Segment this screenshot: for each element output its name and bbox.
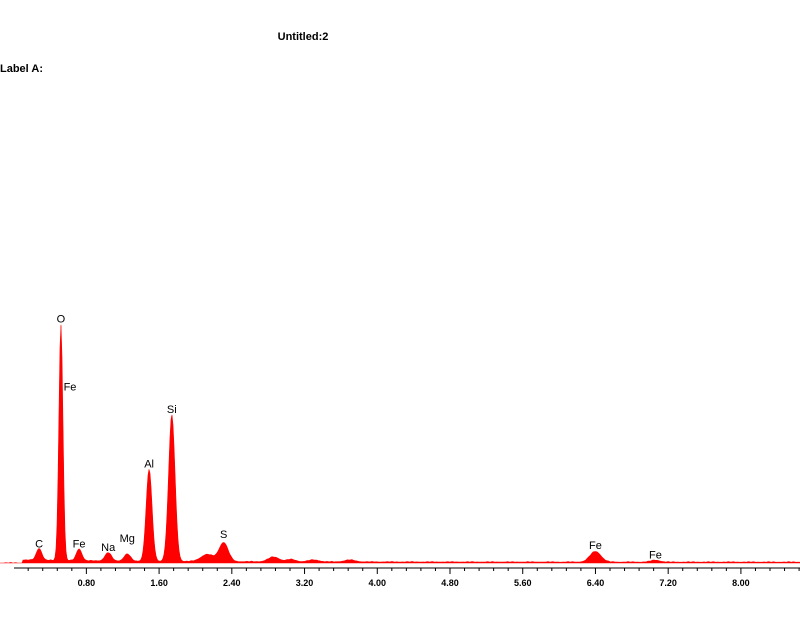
peak-label-na: Na	[101, 542, 116, 554]
spectrum-area	[0, 324, 800, 564]
spectrum-fill	[0, 324, 800, 564]
x-tick-label: 2.40	[223, 578, 241, 588]
peak-point-fe-9	[654, 560, 656, 562]
peak-label-fe: Fe	[64, 382, 77, 394]
peak-point-s-7	[223, 543, 225, 545]
x-tick-label: 6.40	[587, 578, 605, 588]
x-tick-label: 7.20	[659, 578, 677, 588]
peak-label-mg: Mg	[120, 533, 135, 545]
peak-point-fe-8	[594, 551, 596, 553]
x-tick-label: 4.80	[441, 578, 459, 588]
x-tick-label: 4.00	[369, 578, 387, 588]
x-tick-label: 0.80	[78, 578, 96, 588]
x-tick-label: 3.20	[296, 578, 314, 588]
peak-label-si: Si	[167, 404, 177, 416]
peak-point-c-0	[38, 550, 40, 552]
peak-label-fe: Fe	[649, 549, 662, 561]
peak-label-fe: Fe	[73, 539, 86, 551]
peak-point-si-6	[171, 416, 173, 418]
x-tick-label: 1.60	[150, 578, 168, 588]
x-axis-ticks: 0.80 1.60 2.40 3.20 4.00 4.80 5.60 6.40 7.20 8.00	[27, 568, 800, 588]
peak-labels: C O Fe Fe Na Mg Al Si S Fe Fe	[35, 313, 662, 561]
label-a: Label A:	[0, 63, 43, 75]
x-tick-label: 5.60	[514, 578, 532, 588]
peak-point-o-1	[60, 326, 62, 328]
peak-point-al-5	[148, 470, 150, 472]
peak-label-s: S	[220, 529, 227, 541]
chart-title: Untitled:2	[277, 31, 329, 43]
peak-point-mg-4	[126, 555, 128, 557]
peak-label-c: C	[35, 539, 43, 551]
peak-label-al: Al	[144, 458, 154, 470]
peak-point-na-3	[107, 554, 109, 556]
peak-point-fe-2	[78, 550, 80, 552]
peak-label-fe: Fe	[589, 540, 602, 552]
peak-label-o: O	[57, 313, 66, 325]
x-tick-label: 8.00	[732, 578, 750, 588]
